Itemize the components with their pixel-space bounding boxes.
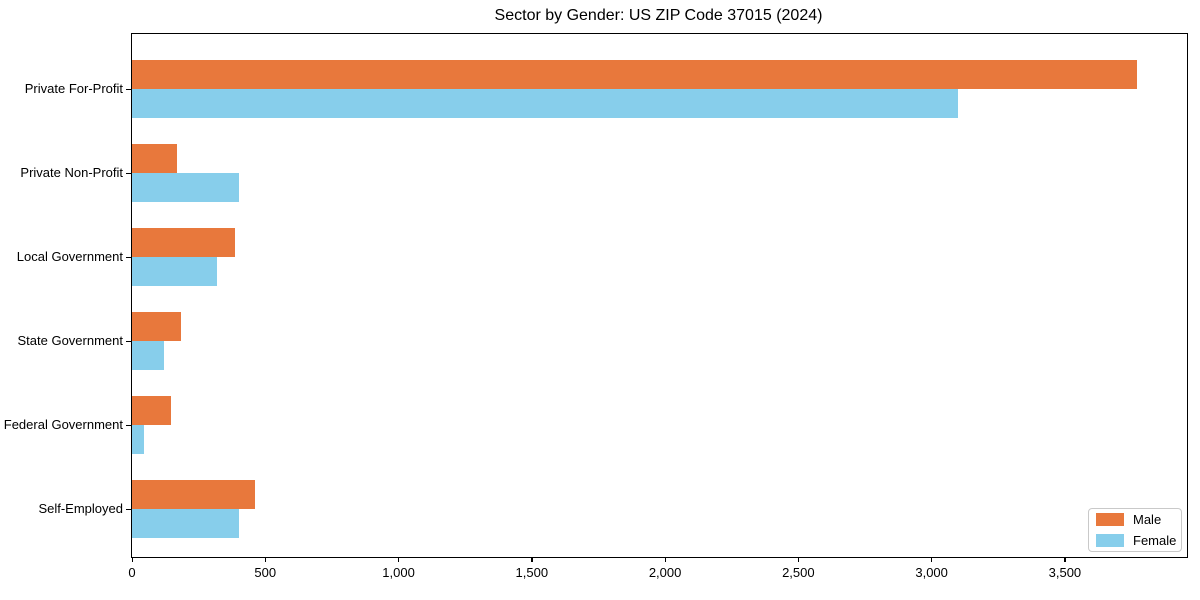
x-tick-mark: [131, 557, 133, 562]
y-tick-mark: [126, 424, 132, 426]
bar-female-1: [132, 173, 239, 202]
x-tick-label: 1,500: [515, 565, 549, 580]
y-axis-category-label: Local Government: [16, 249, 123, 264]
legend-item-female: Female: [1096, 533, 1177, 548]
x-tick-label: 0: [128, 565, 136, 580]
bar-male-5: [132, 480, 255, 509]
y-axis-category-label: Private For-Profit: [24, 81, 123, 96]
x-tick-mark: [1064, 557, 1066, 562]
x-tick-mark: [797, 557, 800, 562]
bar-female-4: [132, 425, 144, 454]
legend-swatch-female: [1096, 534, 1124, 547]
legend: Male Female: [1088, 508, 1182, 552]
x-tick-label: 3,000: [915, 565, 948, 580]
x-tick-mark: [664, 557, 666, 562]
x-tick-mark: [398, 557, 400, 562]
bar-female-3: [132, 341, 164, 370]
bar-male-2: [132, 228, 235, 257]
y-tick-mark: [126, 508, 132, 510]
bar-female-5: [132, 509, 239, 538]
x-tick-label: 3,500: [1048, 565, 1082, 580]
x-tick-label: 2,000: [648, 565, 682, 580]
x-tick-label: 2,500: [782, 565, 815, 580]
y-axis-category-label: Private Non-Profit: [20, 165, 123, 180]
x-tick-mark: [931, 557, 933, 562]
y-tick-mark: [126, 172, 132, 174]
bar-female-0: [132, 89, 959, 118]
x-tick-mark: [264, 557, 266, 562]
x-tick-label: 500: [254, 565, 277, 580]
bar-male-0: [132, 60, 1137, 89]
bar-male-4: [132, 396, 171, 425]
bar-female-2: [132, 257, 218, 286]
legend-label: Female: [1133, 533, 1177, 548]
y-axis-category-label: State Government: [17, 333, 124, 348]
bar-male-3: [132, 312, 182, 341]
y-tick-mark: [126, 256, 132, 258]
bar-male-1: [132, 144, 178, 173]
legend-item-male: Male: [1096, 512, 1174, 527]
plot-area: Private For-Profit Private Non-Profit Loca…: [4, 33, 1188, 580]
y-tick-mark: [126, 340, 132, 342]
y-axis-category-label: Self-Employed: [38, 501, 123, 516]
y-axis-category-label: Federal Government: [3, 417, 123, 432]
legend-swatch-male: [1096, 513, 1124, 526]
legend-label: Male: [1133, 512, 1162, 527]
x-tick-mark: [531, 557, 533, 562]
chart-title: Sector by Gender: US ZIP Code 37015 (202…: [494, 7, 823, 24]
x-tick-label: 1,000: [382, 565, 415, 580]
y-tick-mark: [126, 88, 132, 90]
